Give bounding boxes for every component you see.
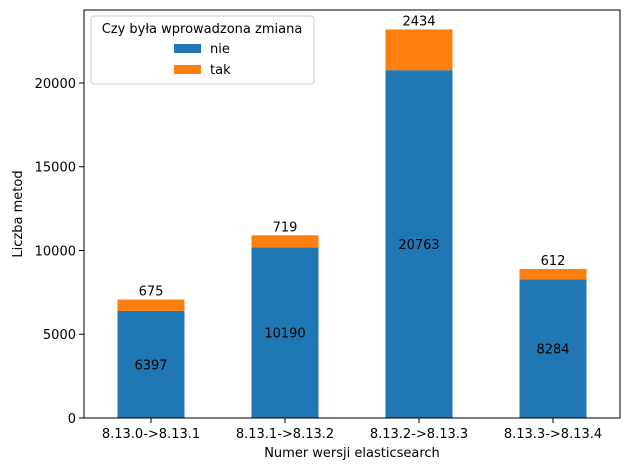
bar-nie-2 — [385, 70, 453, 418]
bar-label-nie-3: 8284 — [536, 343, 569, 358]
bar-nie-1 — [251, 247, 319, 418]
bar-tak-0 — [117, 299, 185, 311]
legend-swatch-nie — [174, 44, 201, 53]
legend: Czy była wprowadzona zmiana nie tak — [90, 15, 315, 85]
legend-title: Czy była wprowadzona zmiana — [102, 22, 303, 37]
legend-label-nie: nie — [210, 42, 230, 57]
x-tick-label-2: 8.13.2->8.13.3 — [370, 427, 468, 442]
axes-group — [83, 9, 621, 419]
bar-nie-3 — [519, 279, 587, 418]
y-tick-label-2: 10000 — [35, 244, 76, 259]
bar-label-nie-1: 10190 — [264, 327, 305, 342]
bar-label-nie-2: 20763 — [398, 238, 439, 253]
bar-label-tak-1: 719 — [273, 220, 298, 235]
legend-swatch-tak — [174, 65, 201, 74]
bars-group — [117, 29, 587, 418]
y-tick-label-1: 5000 — [43, 328, 76, 343]
bar-label-tak-2: 2434 — [402, 14, 435, 29]
bar-label-tak-3: 612 — [541, 254, 566, 269]
x-tick-label-1: 8.13.1->8.13.2 — [236, 427, 334, 442]
x-tick-label-3: 8.13.3->8.13.4 — [504, 427, 602, 442]
bar-tak-2 — [385, 29, 453, 71]
bar-label-nie-0: 6397 — [134, 358, 167, 373]
legend-label-tak: tak — [210, 63, 231, 78]
bar-tak-3 — [519, 268, 587, 280]
bar-nie-0 — [117, 310, 185, 418]
y-tick-label-4: 20000 — [35, 77, 76, 92]
x-axis-label: Numer wersji elasticsearch — [264, 446, 440, 461]
y-axis-label: Liczba metod — [11, 170, 26, 257]
y-tick-label-0: 0 — [68, 412, 76, 427]
x-ticks-group: 8.13.0->8.13.1 8.13.1->8.13.2 8.13.2->8.13… — [102, 418, 602, 442]
bar-labels-group: 6397 675 10190 719 20763 2434 8284 612 — [134, 14, 569, 373]
y-tick-label-3: 15000 — [35, 161, 76, 176]
bar-label-tak-0: 675 — [139, 285, 164, 300]
plot-frame — [83, 9, 621, 419]
legend-frame — [90, 15, 315, 85]
x-tick-label-0: 8.13.0->8.13.1 — [102, 427, 200, 442]
bar-tak-1 — [251, 235, 319, 248]
y-ticks-group: 0 5000 10000 15000 20000 — [35, 77, 84, 427]
